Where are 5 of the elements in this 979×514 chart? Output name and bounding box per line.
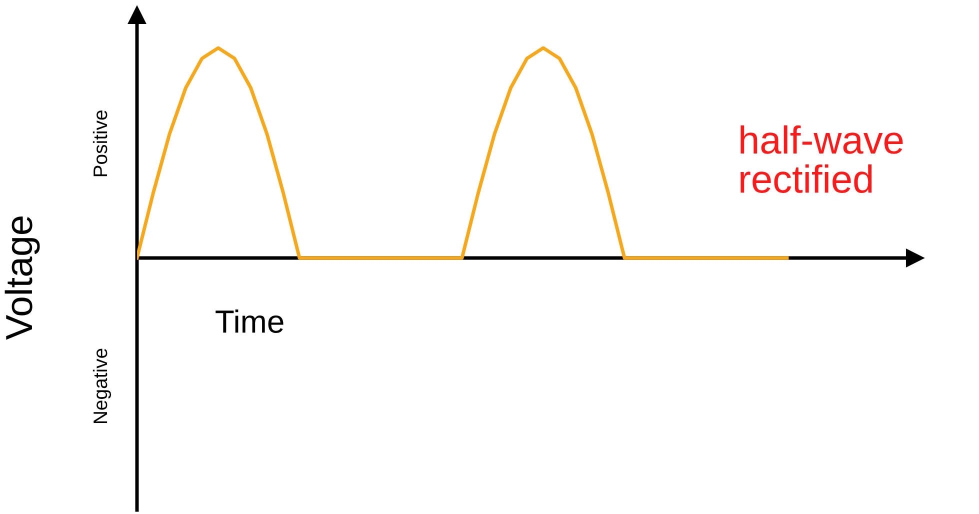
- text: Negative: [92, 348, 112, 424]
- y-axis-title: Voltage: [4, 216, 40, 340]
- annotation: half-wave rectified: [740, 125, 903, 193]
- x-axis-title: Time: [216, 309, 284, 333]
- text: Positive: [92, 110, 108, 176]
